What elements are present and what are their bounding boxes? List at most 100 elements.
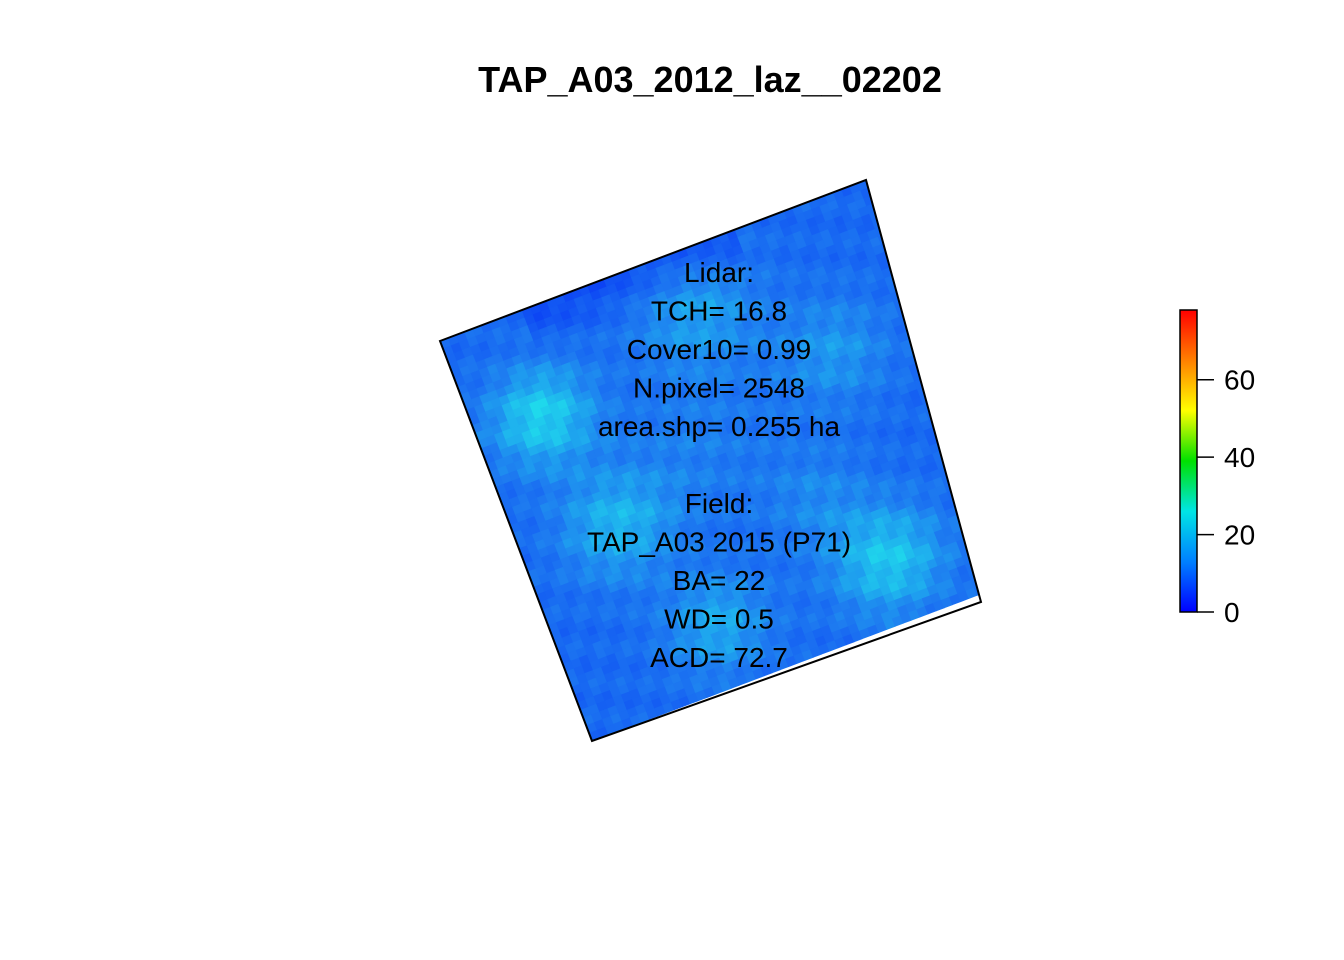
raster-cell: [931, 398, 943, 410]
raster-cell: [1007, 572, 1018, 583]
raster-cell: [965, 464, 978, 476]
raster-cell: [985, 563, 996, 574]
annotation-line: Cover10= 0.99: [627, 334, 811, 365]
raster-cell: [964, 535, 977, 547]
raster-cell: [1004, 565, 1015, 576]
annotation-line: Field:: [685, 488, 753, 519]
raster-cell: [915, 333, 928, 345]
annotation-line: Lidar:: [684, 257, 754, 288]
raster-cell: [950, 425, 963, 438]
raster-cell: [962, 456, 975, 469]
plot-boundary: [438, 178, 983, 743]
plot-annotation: Lidar: TCH= 16.8 Cover10= 0.99 N.pixel= 254…: [587, 257, 851, 673]
raster-cell: [936, 387, 949, 399]
raster-cell: [934, 405, 946, 418]
raster-cell: [912, 325, 925, 338]
annotation-line: TAP_A03 2015 (P71): [587, 527, 851, 558]
colorbar-tick-label: 60: [1224, 365, 1255, 396]
raster-cell: [904, 302, 917, 315]
raster-cell: [952, 478, 964, 490]
raster-cell: [919, 367, 932, 379]
annotation-line: TCH= 16.8: [651, 296, 787, 327]
raster-cell: [933, 379, 946, 392]
raster-cell: [979, 573, 981, 586]
raster-cell: [978, 547, 981, 559]
raster-cell: [936, 413, 949, 426]
raster-cell: [984, 537, 995, 548]
raster-cell: [960, 475, 973, 487]
raster-cell: [930, 371, 943, 384]
raster-cell: [921, 348, 934, 361]
raster-cell: [946, 462, 959, 475]
annotation-line: N.pixel= 2548: [633, 373, 805, 404]
raster-cell: [943, 455, 956, 467]
raster-cell: [945, 410, 957, 422]
raster-cell: [957, 493, 970, 506]
raster-cell: [996, 568, 1007, 579]
raster-cell: [984, 511, 995, 522]
raster-cell: [895, 279, 908, 292]
raster-cell: [973, 558, 981, 570]
raster-cell: [960, 501, 973, 513]
annotation-line: area.shp= 0.255 ha: [598, 411, 841, 442]
raster-cell: [1001, 557, 1012, 568]
color-legend: 0 20 40 60: [1179, 309, 1255, 628]
colorbar-tick-label: 0: [1224, 597, 1240, 628]
raster-cell: [986, 519, 997, 530]
raster-cell: [966, 516, 979, 529]
canopy-height-raster: [440, 180, 1018, 741]
raster-cell: [992, 534, 1003, 545]
raster-cell: [975, 539, 981, 552]
raster-cell: [907, 310, 919, 322]
raster-cell: [968, 471, 981, 484]
raster-cell: [963, 508, 976, 521]
raster-cell: [942, 428, 955, 441]
raster-cell: [972, 505, 981, 518]
raster-cell: [980, 528, 981, 541]
raster-cell: [951, 451, 964, 464]
raster-cell: [901, 295, 914, 307]
annotation-line: WD= 0.5: [664, 604, 774, 635]
raster-cell: [957, 467, 970, 479]
raster-cell: [969, 524, 981, 536]
raster-cell: [955, 485, 967, 498]
raster-cell: [974, 513, 981, 526]
raster-cell: [988, 571, 999, 582]
colorbar-gradient: [1179, 309, 1198, 613]
raster-cell: [980, 502, 981, 515]
raster-cell: [928, 390, 941, 402]
raster-cell: [970, 550, 981, 562]
raster-cell: [982, 582, 993, 593]
raster-cell: [949, 470, 962, 482]
raster-cell: [959, 448, 972, 461]
raster-cell: [898, 287, 911, 299]
raster-cell: [987, 545, 998, 556]
raster-cell: [999, 575, 1010, 586]
raster-cell: [989, 526, 1000, 537]
raster-cell: [922, 375, 935, 387]
raster-cell: [977, 495, 981, 507]
raster-cell: [976, 565, 981, 578]
raster-cell: [927, 364, 940, 376]
annotation-line: ACD= 72.7: [650, 642, 788, 673]
raster-cell: [967, 542, 980, 555]
raster-cell: [948, 418, 960, 430]
raster-cell: [977, 521, 981, 533]
raster-cell: [972, 531, 981, 544]
raster-cell: [918, 341, 931, 353]
raster-cell: [963, 482, 976, 495]
raster-cell: [966, 490, 979, 502]
raster-cell: [995, 542, 1006, 553]
raster-cell: [945, 436, 958, 449]
raster-cell: [942, 402, 955, 415]
raster-cell: [939, 395, 952, 407]
raster-cell: [954, 459, 967, 472]
raster-cell: [982, 555, 993, 566]
raster-cell: [956, 441, 969, 453]
raster-cell: [953, 433, 966, 445]
chart-title: TAP_A03_2012_laz__02202: [478, 59, 942, 100]
colorbar-tick-label: 20: [1224, 520, 1255, 551]
raster-cell: [924, 356, 937, 369]
raster-cell: [998, 549, 1009, 560]
